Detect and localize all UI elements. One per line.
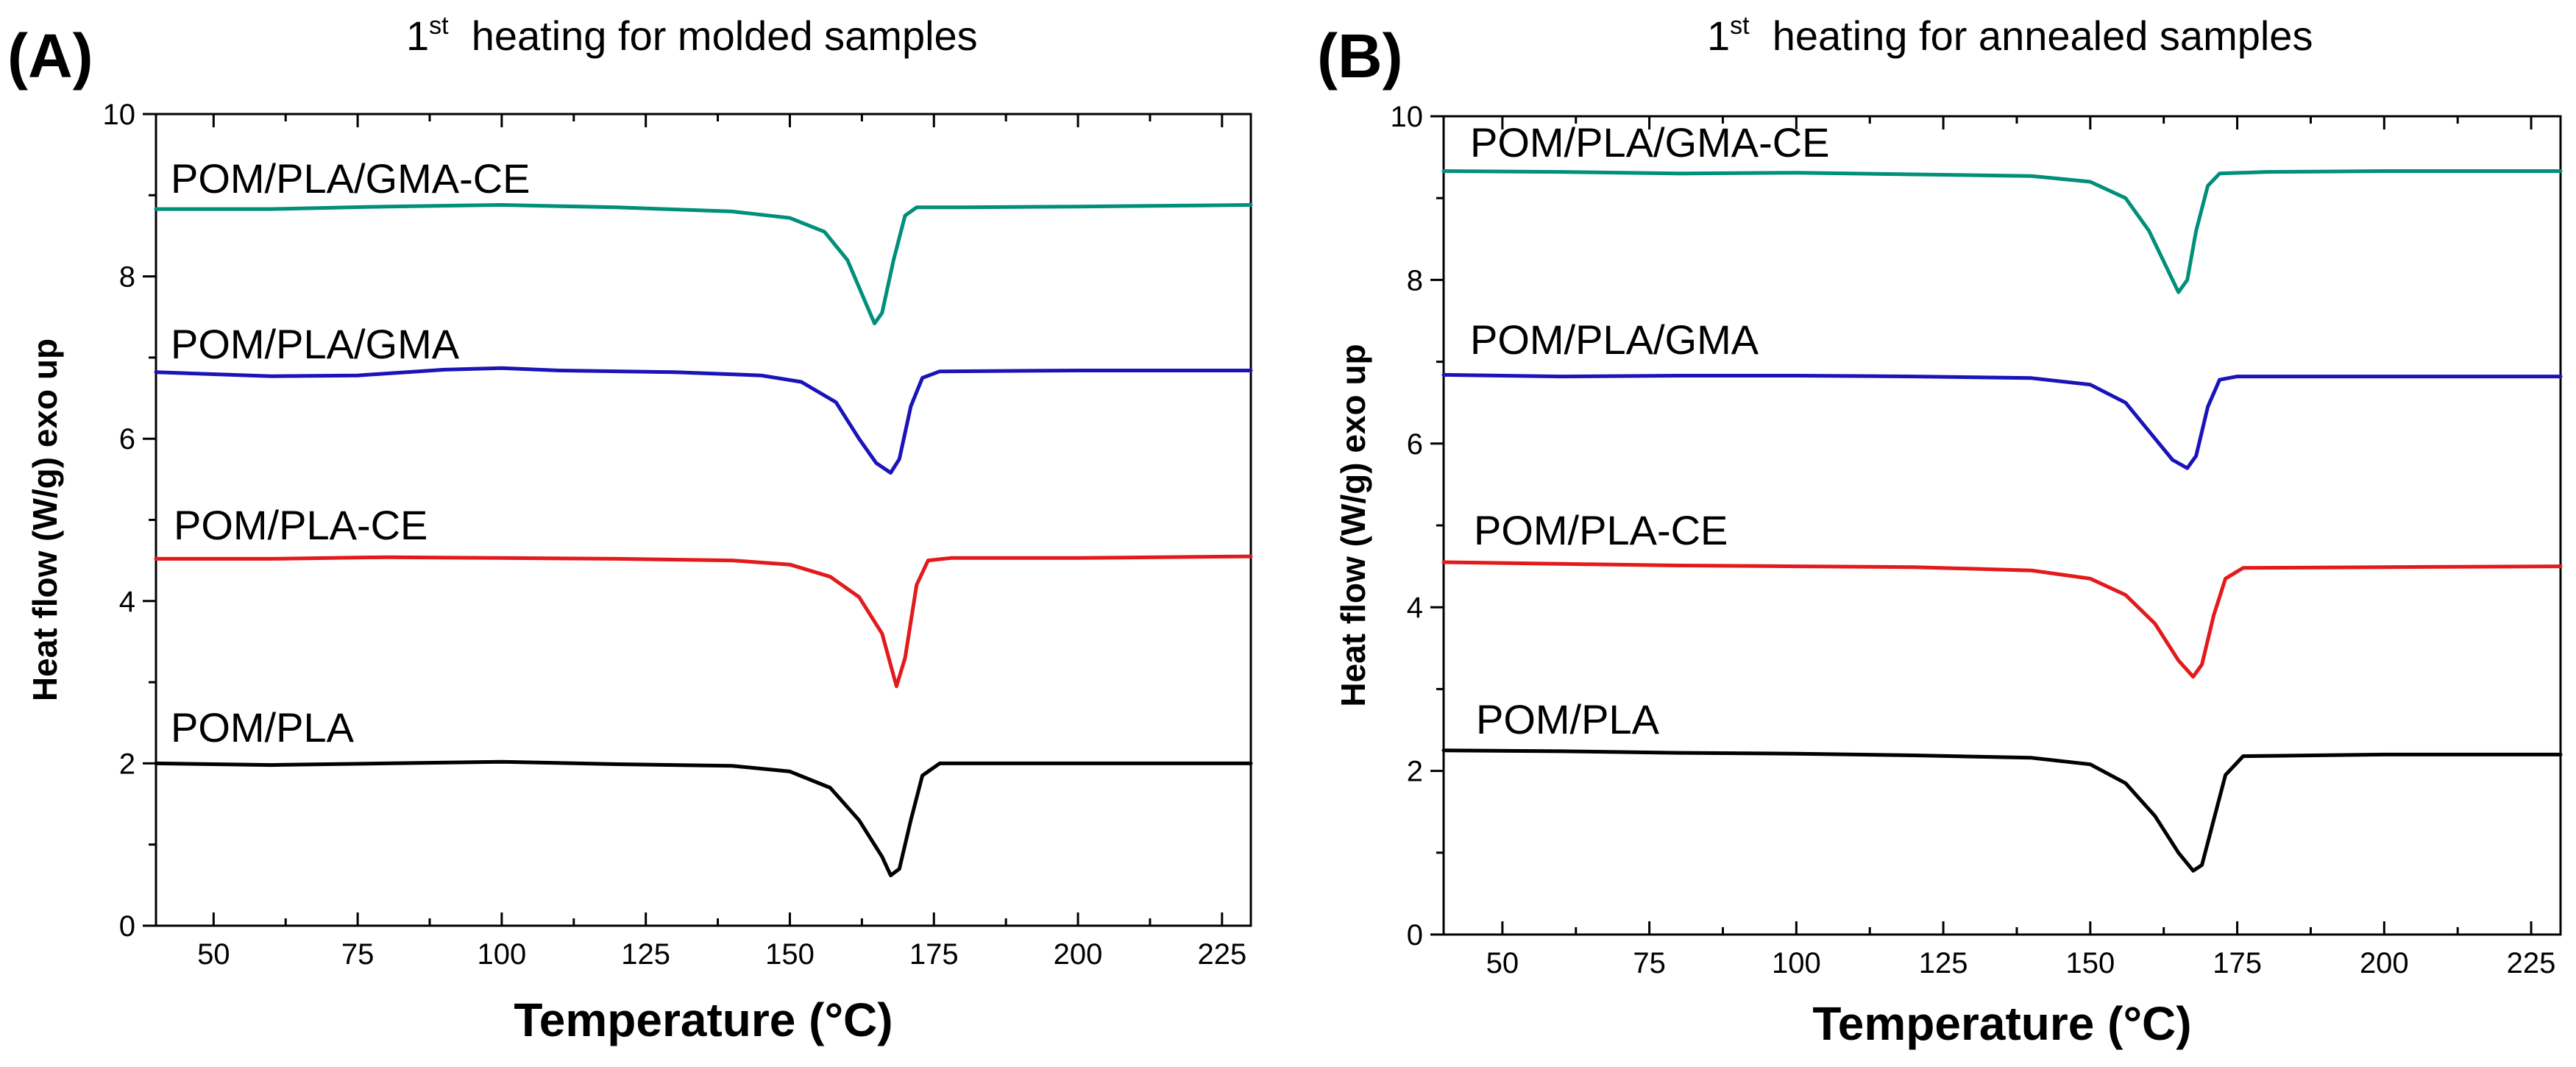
y-tick-label: 6 (1407, 428, 1423, 461)
x-tick-label: 225 (2507, 947, 2556, 979)
y-tick-label: 8 (1407, 264, 1423, 297)
chart-panel-b: (B) 1st heating for annealed samples 50 75 1… (1317, 12, 2563, 1050)
y-tick-label: 4 (119, 586, 135, 618)
series-label: POM/PLA-CE (1474, 507, 1728, 553)
x-tick-label: 175 (2213, 947, 2262, 979)
chart-title-main: 1 (406, 13, 429, 59)
x-tick-label: 50 (1486, 947, 1519, 979)
series-line-pom-pla-ce (1441, 560, 2563, 679)
x-tick-label: 150 (765, 938, 815, 971)
series-label: POM/PLA/GMA-CE (171, 155, 531, 202)
series-line-pom-pla-gma (154, 366, 1253, 475)
series-line-pom-pla (154, 759, 1253, 878)
series-line-pom-pla-ce (154, 554, 1253, 689)
x-tick-label: 175 (909, 938, 959, 971)
series-line-pom-pla (1441, 748, 2563, 873)
x-tick-label: 200 (2360, 947, 2409, 979)
y-tick-label: 4 (1407, 592, 1423, 624)
x-axis-label: Temperature (°C) (1812, 997, 2191, 1050)
x-tick-label: 125 (1919, 947, 1968, 979)
x-tick-label: 225 (1197, 938, 1246, 971)
x-tick-label: 75 (1633, 947, 1666, 979)
x-tick-label: 150 (2065, 947, 2115, 979)
y-axis-label: Heat flow (W/g) exo up (26, 338, 64, 701)
chart-title-rest: heating for molded samples (449, 13, 978, 59)
series-line-pom-pla-gma (1441, 372, 2563, 470)
x-tick-label: 200 (1054, 938, 1103, 971)
x-tick-label: 125 (621, 938, 670, 971)
panel-label: (A) (7, 21, 93, 91)
y-tick-label: 0 (119, 910, 135, 943)
series-label: POM/PLA/GMA (171, 321, 460, 367)
x-tick-label: 100 (478, 938, 527, 971)
chart-title-superscript: st (1730, 12, 1750, 40)
series-label: POM/PLA (1476, 696, 1660, 742)
x-tick-label: 75 (341, 938, 375, 971)
y-axis-label: Heat flow (W/g) exo up (1334, 344, 1372, 706)
panel-label: (B) (1317, 21, 1403, 91)
x-tick-label: 50 (197, 938, 230, 971)
y-tick-label: 2 (1407, 756, 1423, 788)
chart-title-main: 1 (1707, 13, 1730, 59)
y-tick-label: 10 (1391, 101, 1424, 133)
series-label: POM/PLA/GMA-CE (1470, 119, 1830, 166)
chart-title-superscript: st (429, 12, 449, 40)
series-line-pom-pla-gma-ce (154, 203, 1253, 326)
y-tick-label: 0 (1407, 919, 1423, 951)
chart-title: 1st heating for molded samples (406, 12, 978, 59)
y-tick-label: 10 (103, 99, 136, 131)
x-tick-label: 100 (1772, 947, 1821, 979)
series-label: POM/PLA (171, 704, 355, 751)
chart-title: 1st heating for annealed samples (1707, 12, 2313, 59)
x-axis-label: Temperature (°C) (514, 993, 893, 1046)
series-line-pom-pla-gma-ce (1441, 169, 2563, 294)
series-label: POM/PLA/GMA (1470, 316, 1759, 363)
y-tick-label: 8 (119, 261, 135, 294)
chart-title-rest: heating for annealed samples (1750, 13, 2313, 59)
series-label: POM/PLA-CE (174, 502, 427, 548)
y-tick-label: 2 (119, 748, 135, 780)
y-tick-label: 6 (119, 423, 135, 455)
